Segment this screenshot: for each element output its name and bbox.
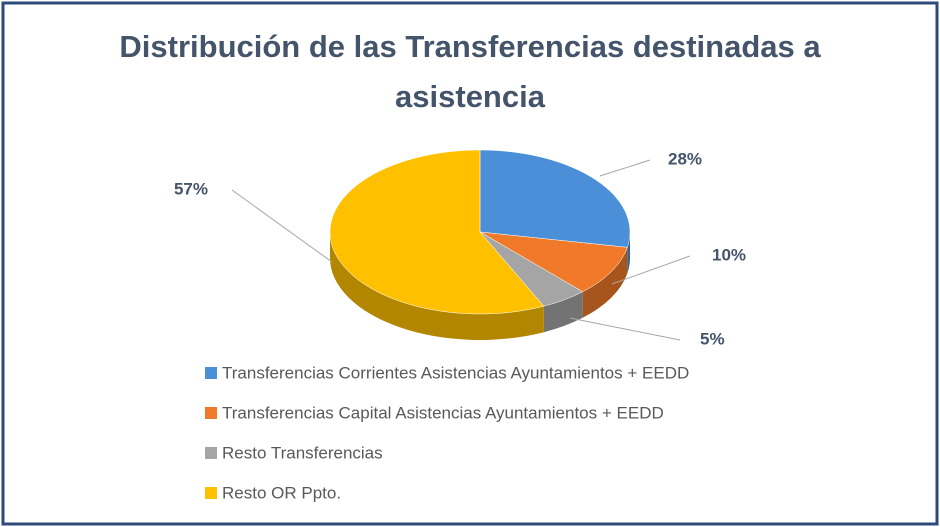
legend-swatch [205,407,217,419]
data-label: 57% [174,179,208,198]
legend-label: Transferencias Corrientes Asistencias Ay… [222,363,689,382]
data-label: 28% [668,149,702,168]
chart-title: Distribución de las Transferencias desti… [119,29,821,114]
pie-side [543,291,583,333]
pie-side [330,232,544,340]
data-label: 5% [700,329,725,348]
legend-swatch [205,447,217,459]
pie-side [582,247,628,318]
legend-swatch [205,367,217,379]
legend-label: Resto OR Ppto. [222,483,341,502]
pie-slice [479,149,631,248]
pie-slice [329,149,545,315]
leader-line [569,317,681,341]
legend-swatch [205,487,217,499]
legend-label: Transferencias Capital Asistencias Ayunt… [222,403,664,422]
leader-line [599,159,651,177]
pie-slice [479,231,628,293]
data-label: 10% [712,245,746,264]
leader-line [231,189,333,263]
legend-label: Resto Transferencias [222,443,383,462]
pie-side [627,232,630,274]
leader-line [611,255,691,285]
